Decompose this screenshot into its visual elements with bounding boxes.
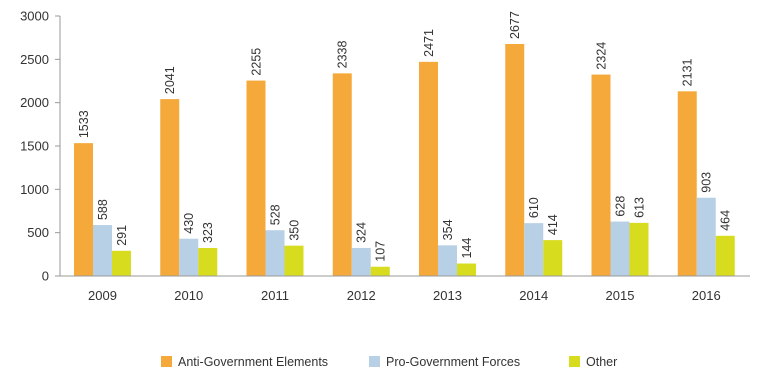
data-label: 613 [633, 197, 647, 218]
legend-swatch [569, 356, 580, 367]
x-axis: 2009 2010 2011 2012 2013 2014 2015 2016 [60, 275, 750, 303]
bar-other-2013 [457, 263, 476, 276]
data-label: 610 [527, 197, 541, 218]
bar-group-2015: 2324 628 613 [591, 42, 649, 276]
data-label: 414 [546, 214, 560, 235]
data-label: 2131 [681, 58, 695, 86]
data-label: 628 [614, 196, 628, 217]
data-label: 2338 [336, 41, 350, 69]
bar-group-2010: 2041 430 323 [160, 66, 218, 276]
data-label: 903 [700, 172, 714, 193]
bar-anti-government-elements-2012 [332, 73, 352, 276]
legend-item: Other [569, 355, 617, 369]
y-tick-label: 3000 [20, 9, 49, 24]
bar-pro-government-forces-2011 [265, 230, 285, 276]
y-tick-label: 2500 [20, 52, 49, 67]
data-label: 2041 [163, 66, 177, 94]
y-tick-label: 1000 [20, 182, 49, 197]
bar-other-2012 [370, 266, 390, 276]
legend-item: Anti-Government Elements [161, 355, 328, 369]
y-tick-label: 0 [42, 269, 49, 284]
data-label: 464 [719, 210, 733, 231]
data-label: 354 [441, 219, 455, 240]
legend-item: Pro-Government Forces [369, 355, 520, 369]
x-tick-label: 2014 [519, 288, 548, 303]
y-axis: 0 500 1000 1500 2000 2500 3000 [20, 9, 61, 284]
data-label: 1533 [77, 110, 91, 138]
x-tick-label: 2016 [692, 288, 721, 303]
data-label: 2324 [595, 42, 609, 70]
bar-group-2012: 2338 324 107 [332, 41, 390, 276]
bar-other-2011 [284, 245, 304, 276]
legend-label: Anti-Government Elements [178, 355, 328, 369]
x-tick-label: 2009 [88, 288, 117, 303]
x-tick-label: 2010 [174, 288, 203, 303]
bar-anti-government-elements-2009 [74, 143, 93, 276]
data-label: 2255 [250, 48, 264, 76]
bar-group-2011: 2255 528 350 [246, 48, 304, 276]
legend: Anti-Government Elements Pro-Government F… [161, 355, 617, 369]
bar-anti-government-elements-2013 [419, 61, 438, 277]
bar-pro-government-forces-2009 [93, 225, 112, 276]
bar-group-2013: 2471 354 144 [419, 29, 476, 277]
y-tick-label: 2000 [20, 95, 49, 110]
legend-label: Pro-Government Forces [386, 355, 520, 369]
bar-anti-government-elements-2011 [246, 80, 266, 276]
data-label: 2677 [508, 11, 522, 39]
bar-anti-government-elements-2014 [505, 43, 525, 276]
bar-other-2009 [112, 250, 131, 276]
bar-pro-government-forces-2014 [524, 223, 544, 276]
y-tick-label: 1500 [20, 139, 49, 154]
bar-anti-government-elements-2016 [677, 91, 697, 277]
bar-other-2014 [543, 240, 563, 276]
data-label: 350 [288, 220, 302, 241]
legend-swatch [161, 356, 172, 367]
bar-anti-government-elements-2010 [160, 99, 180, 276]
bar-pro-government-forces-2010 [179, 238, 199, 276]
data-label: 430 [182, 213, 196, 234]
data-label: 323 [201, 222, 215, 243]
bar-pro-government-forces-2016 [696, 197, 716, 276]
bar-other-2015 [629, 222, 649, 276]
bars-area: 1533 588 291 2041 430 323 2255 528 350 2338 324 107… [74, 11, 735, 277]
x-tick-label: 2012 [347, 288, 376, 303]
bar-group-2016: 2131 903 464 [677, 58, 735, 277]
x-tick-label: 2011 [261, 288, 289, 303]
bar-pro-government-forces-2013 [438, 245, 457, 276]
bar-other-2010 [198, 248, 218, 276]
data-label: 107 [374, 241, 388, 262]
y-tick-label: 500 [27, 225, 49, 240]
x-tick-label: 2015 [606, 288, 635, 303]
x-tick-label: 2013 [433, 288, 462, 303]
data-label: 291 [115, 225, 129, 246]
data-label: 144 [460, 238, 474, 259]
bar-pro-government-forces-2015 [610, 221, 630, 276]
bar-group-2014: 2677 610 414 [505, 11, 563, 276]
legend-label: Other [586, 355, 617, 369]
bar-pro-government-forces-2012 [351, 247, 371, 276]
bar-other-2016 [715, 235, 735, 276]
data-label: 324 [355, 222, 369, 243]
data-label: 2471 [422, 29, 436, 57]
data-label: 528 [269, 204, 283, 225]
legend-swatch [369, 356, 380, 367]
bar-anti-government-elements-2015 [591, 74, 611, 276]
data-label: 588 [96, 199, 110, 220]
bar-group-2009: 1533 588 291 [74, 110, 131, 276]
